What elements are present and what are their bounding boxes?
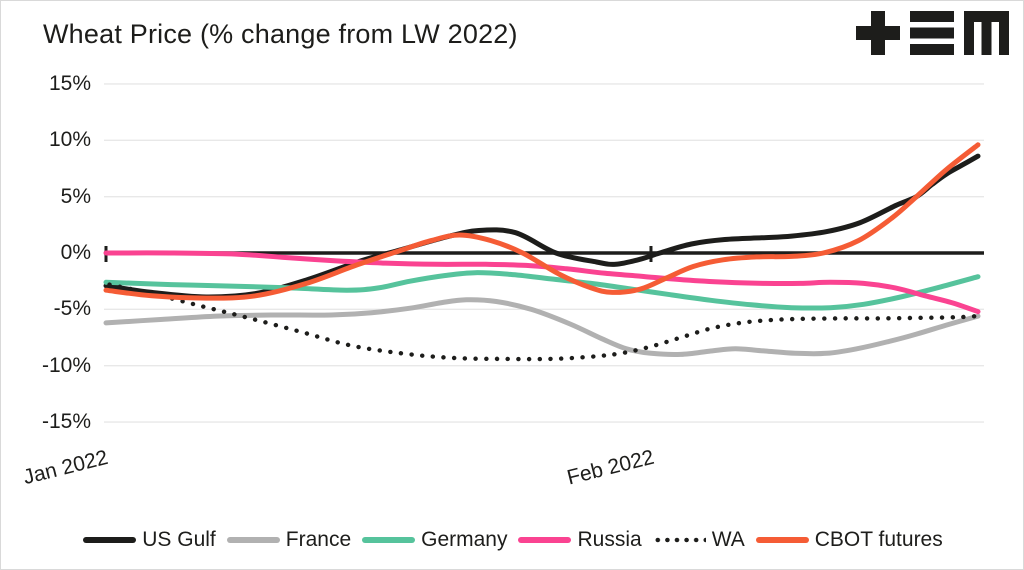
y-tick-label-10-: 10% — [48, 128, 91, 152]
legend-label-wa: WA — [711, 528, 745, 551]
y-tick-label-5-: 5% — [60, 184, 91, 208]
chart-legend: US Gulf France Germany Russia WA CBOT futures — [1, 523, 1023, 557]
legend-label-us-gulf: US Gulf — [142, 528, 216, 551]
y-tick-label-0-: 0% — [60, 241, 91, 264]
legend-item-russia: Russia — [518, 528, 642, 552]
y-tick-label--15-: -15% — [41, 410, 91, 434]
legend-label-cbot-futures: CBOT futures — [814, 528, 943, 551]
logo-equals-icon — [910, 11, 954, 22]
series-line-wa — [107, 282, 981, 362]
series-line-russia — [103, 250, 981, 315]
legend-label-germany: Germany — [421, 528, 508, 551]
legend-swatch-russia — [518, 537, 572, 543]
legend-item-cbot-futures: CBOT futures — [755, 528, 943, 552]
legend-swatch-us-gulf — [83, 537, 137, 543]
y-tick-label-15-: 15% — [48, 71, 91, 95]
chart-title: Wheat Price (% change from LW 2022) — [43, 19, 518, 49]
series-line-france — [103, 297, 981, 358]
legend-label-france: France — [285, 528, 352, 551]
legend-item-us-gulf: US Gulf — [83, 528, 216, 552]
y-axis-labels: 15% 10% 5% 0% -5% -10% -15% — [1, 1, 91, 569]
legend-swatch-wa — [652, 537, 706, 543]
series-line-cbot-futures — [103, 142, 981, 301]
legend-swatch-france — [226, 537, 280, 543]
legend-item-wa: WA — [652, 528, 745, 552]
legend-item-germany: Germany — [362, 528, 507, 552]
legend-item-france: France — [226, 528, 352, 552]
y-tick-label--10-: -10% — [41, 353, 91, 377]
legend-swatch-germany — [362, 537, 416, 543]
tem-logo — [856, 11, 1009, 55]
legend-swatch-cbot-futures — [755, 537, 809, 543]
series-line-germany — [103, 270, 981, 311]
y-tick-label--5-: -5% — [53, 297, 91, 321]
logo-m-icon — [964, 11, 1009, 55]
legend-label-russia: Russia — [577, 528, 642, 551]
